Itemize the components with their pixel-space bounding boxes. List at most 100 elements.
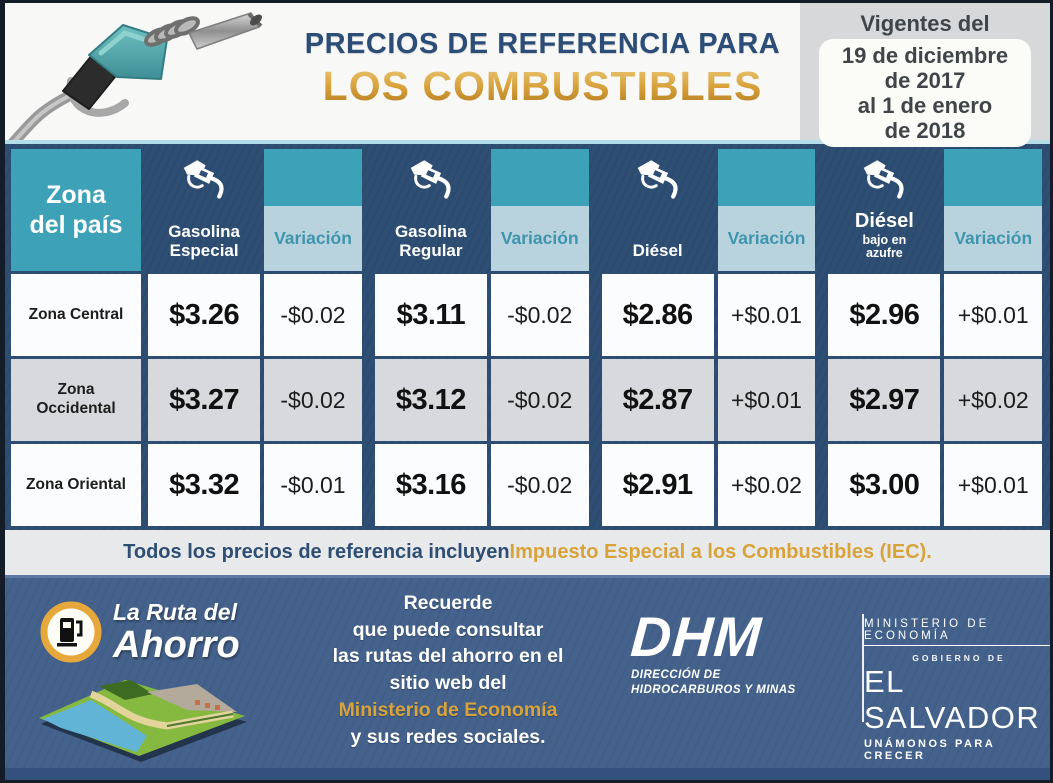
variacion-label: Variación <box>717 206 816 271</box>
row-group: $3.27 -$0.02 <box>148 359 362 441</box>
variation-cell: +$0.02 <box>717 444 816 526</box>
ministry-label: MINISTERIO DE ECONOMÍA <box>864 618 1050 646</box>
fuel-nozzle-icon <box>637 160 678 199</box>
reminder-line: que puede consultar <box>352 618 544 641</box>
column-header-variacion-4: Variación <box>944 149 1042 271</box>
column-header-label: Diésel <box>632 241 683 261</box>
variacion-teal-block <box>264 149 362 206</box>
zone-cell: Zona Central <box>11 274 141 356</box>
header-group-gasolina-especial: Gasolina Especial Variación <box>148 149 362 271</box>
table-row-zona-oriental: Zona Oriental $3.32 -$0.01 $3.16 -$0.02 … <box>11 444 1042 526</box>
ruta-del-ahorro-logo: La Ruta del Ahorro <box>5 578 283 780</box>
footer-divider <box>862 614 864 722</box>
reminder-line-ministerio: Ministerio de Economía <box>338 698 558 721</box>
row-group: $2.91 +$0.02 <box>601 444 816 526</box>
title-line-1: PRECIOS DE REFERENCIA PARA <box>304 27 781 60</box>
header: PRECIOS DE REFERENCIA PARA LOS COMBUSTIB… <box>5 3 1050 148</box>
variacion-label: Variación <box>944 206 1042 271</box>
column-header-variacion-1: Variación <box>264 149 362 271</box>
reminder-line: las rutas del ahorro en el <box>332 645 564 668</box>
zone-cell: Zona Oriental <box>11 444 141 526</box>
row-group: $2.87 +$0.01 <box>601 359 816 441</box>
fuel-price-table: Zona del país Gasolina Espec <box>5 144 1050 530</box>
variacion-teal-block <box>490 149 589 206</box>
reminder-line: sitio web del <box>389 672 507 695</box>
price-cell: $3.16 <box>374 444 487 526</box>
fuel-nozzle-icon <box>410 160 451 199</box>
validity-date-line: de 2017 <box>884 68 966 94</box>
validity-date-card: 19 de diciembre de 2017 al 1 de enero de… <box>819 39 1031 148</box>
validity-date-line: 19 de diciembre <box>841 43 1009 68</box>
header-group-gasolina-regular: Gasolina Regular Variación <box>375 149 589 271</box>
reminder-line: Recuerde <box>403 592 493 614</box>
country-label: EL SALVADOR <box>864 664 1041 735</box>
tax-note-text: Todos los precios de referencia incluyen <box>123 541 510 563</box>
price-cell: $2.96 <box>828 274 941 356</box>
column-header-label: Diésel bajo en azufre <box>854 209 914 261</box>
validity-label: Vigentes del <box>860 11 990 36</box>
row-group: $3.16 -$0.02 <box>374 444 589 526</box>
price-cell: $3.00 <box>828 444 941 526</box>
zone-cell: Zona Occidental <box>11 359 141 441</box>
variation-cell: +$0.01 <box>944 444 1042 526</box>
row-group: $3.11 -$0.02 <box>374 274 589 356</box>
variation-cell: +$0.01 <box>944 274 1042 356</box>
fuel-pump-icon <box>40 601 102 663</box>
reminder-text: Recuerde que puede consultar las rutas d… <box>283 578 613 780</box>
row-group: $3.26 -$0.02 <box>148 274 362 356</box>
row-group: $2.86 +$0.01 <box>601 274 816 356</box>
validity-date-box: Vigentes del 19 de diciembre de 2017 al … <box>800 3 1050 148</box>
variation-cell: -$0.01 <box>264 444 362 526</box>
fuel-nozzle-icon <box>183 160 224 199</box>
fuel-pump-nozzle-icon <box>8 12 263 140</box>
tax-note-highlight: Impuesto Especial a los Combustibles (IE… <box>509 541 932 563</box>
header-group-diesel: Diésel Variación <box>602 149 816 271</box>
savings-route-map-illustration <box>39 680 247 762</box>
slogan-label: UNÁMONOS PARA CRECER <box>864 738 995 762</box>
variation-cell: -$0.02 <box>264 274 362 356</box>
column-header-label: Gasolina Especial <box>168 221 241 261</box>
header-group-diesel-bajo-azufre: Diésel bajo en azufre Variación <box>828 149 1042 271</box>
row-group: $3.12 -$0.02 <box>374 359 589 441</box>
column-header-gasolina-especial: Gasolina Especial <box>148 149 260 271</box>
header-separator <box>5 140 1050 144</box>
variacion-teal-block <box>717 149 816 206</box>
price-cell: $3.12 <box>374 359 487 441</box>
table-row-zona-occidental: Zona Occidental $3.27 -$0.02 $3.12 -$0.0… <box>11 359 1042 441</box>
price-cell: $3.26 <box>148 274 261 356</box>
price-cell: $3.32 <box>148 444 261 526</box>
row-group: $2.96 +$0.01 <box>828 274 1042 356</box>
variation-cell: -$0.02 <box>490 274 589 356</box>
variation-cell: +$0.01 <box>717 274 816 356</box>
variacion-label: Variación <box>490 206 589 271</box>
validity-date-line: al 1 de enero <box>857 93 993 119</box>
row-group: $2.97 +$0.02 <box>828 359 1042 441</box>
fuel-nozzle-icon <box>864 160 904 199</box>
variacion-teal-block <box>944 149 1042 206</box>
zone-column-header: Zona del país <box>11 149 141 271</box>
gobierno-el-salvador-logo: MINISTERIO DE ECONOMÍA GOBIERNO DE EL SA… <box>864 578 1050 780</box>
gobierno-label: GOBIERNO DE <box>912 653 1006 663</box>
table-row-zona-central: Zona Central $3.26 -$0.02 $3.11 -$0.02 $… <box>11 274 1042 356</box>
dhm-acronym: DHM <box>628 605 764 668</box>
variation-cell: +$0.02 <box>944 359 1042 441</box>
price-cell: $3.27 <box>148 359 261 441</box>
column-header-diesel: Diésel <box>602 149 714 271</box>
price-cell: $2.87 <box>601 359 714 441</box>
page-title: PRECIOS DE REFERENCIA PARA LOS COMBUSTIB… <box>285 3 800 140</box>
zone-header-line2: del país <box>29 211 123 239</box>
dhm-subtitle: DIRECCIÓN DE HIDROCARBUROS Y MINAS <box>631 669 796 696</box>
ruta-logo-text: La Ruta del Ahorro <box>113 598 240 666</box>
row-group: $3.32 -$0.01 <box>148 444 362 526</box>
el-salvador-waves-icon <box>912 768 1007 780</box>
variation-cell: -$0.02 <box>490 359 589 441</box>
reminder-line: y sus redes sociales. <box>350 725 546 748</box>
table-header-row: Zona del país Gasolina Espec <box>11 149 1042 271</box>
title-line-2: LOS COMBUSTIBLES <box>322 62 763 109</box>
column-header-variacion-2: Variación <box>490 149 589 271</box>
column-header-diesel-bajo-azufre: Diésel bajo en azufre <box>828 149 940 271</box>
variation-cell: +$0.01 <box>717 359 816 441</box>
fuel-pump-nozzle-illustration <box>5 3 285 140</box>
dhm-logo: DHM DIRECCIÓN DE HIDROCARBUROS Y MINAS <box>613 578 848 780</box>
